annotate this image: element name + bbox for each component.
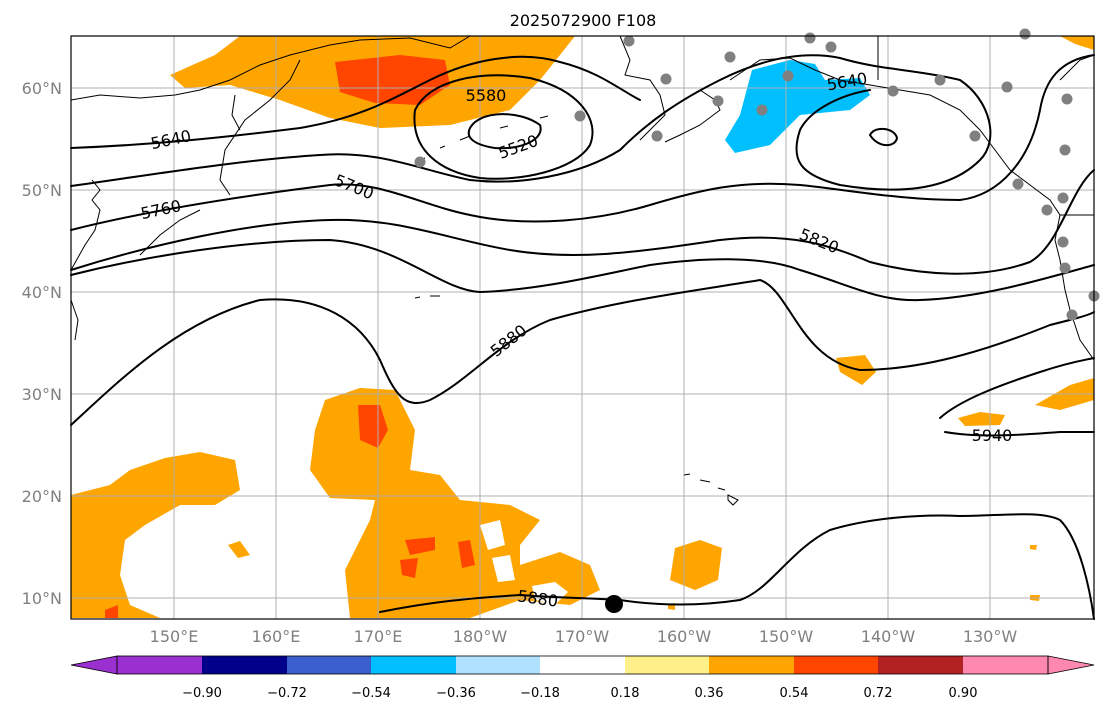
lat-tick-label: 60°N — [22, 79, 62, 98]
contour-label: 5580 — [466, 86, 507, 105]
lat-axis: 60°N 50°N 40°N 30°N 20°N 10°N — [22, 79, 62, 608]
colorbar-tick-label: −0.36 — [436, 686, 476, 701]
colorbar-tick-label: −0.18 — [520, 686, 560, 701]
lat-tick-label: 20°N — [22, 487, 62, 506]
colorbar-tick-label: 0.90 — [949, 686, 978, 701]
colorbar-tick-label: −0.90 — [182, 686, 222, 701]
lon-tick-label: 130°W — [963, 627, 1018, 646]
lon-tick-label: 150°E — [150, 627, 199, 646]
lat-tick-label: 50°N — [22, 181, 62, 200]
lon-axis: 150°E 160°E 170°E 180°W 170°W 160°W 150°… — [150, 627, 1018, 646]
center-marker — [605, 595, 623, 613]
lon-tick-label: 160°E — [252, 627, 301, 646]
lat-tick-label: 10°N — [22, 589, 62, 608]
lon-tick-label: 170°E — [354, 627, 403, 646]
colorbar-low-extension — [70, 655, 118, 675]
height-contours — [70, 54, 1095, 620]
map-title: 2025072900 F108 — [510, 11, 657, 30]
station-markers — [414, 28, 1100, 321]
lon-tick-label: 170°W — [555, 627, 610, 646]
contour-label: 5940 — [972, 426, 1013, 445]
colorbar-tick-label: 0.18 — [611, 686, 640, 701]
colorbar-tick-label: 0.36 — [695, 686, 724, 701]
lon-tick-label: 140°W — [861, 627, 916, 646]
colorbar-tick-label: 0.54 — [780, 686, 809, 701]
lat-tick-label: 30°N — [22, 385, 62, 404]
colorbar-high-extension — [1047, 655, 1095, 675]
map-frame — [70, 35, 1095, 620]
lon-tick-label: 150°W — [759, 627, 814, 646]
coastlines — [70, 35, 1095, 506]
colorbar-tick-label: 0.72 — [864, 686, 893, 701]
lon-tick-label: 180°W — [453, 627, 508, 646]
lat-tick-label: 40°N — [22, 283, 62, 302]
anomaly-shading — [71, 36, 1094, 618]
colorbar-tick-label: −0.54 — [351, 686, 391, 701]
colorbar-tick-label: −0.72 — [267, 686, 307, 701]
lon-tick-label: 160°W — [657, 627, 712, 646]
colorbar: −0.90 −0.72 −0.54 −0.36 −0.18 0.18 0.36 … — [70, 655, 1095, 701]
